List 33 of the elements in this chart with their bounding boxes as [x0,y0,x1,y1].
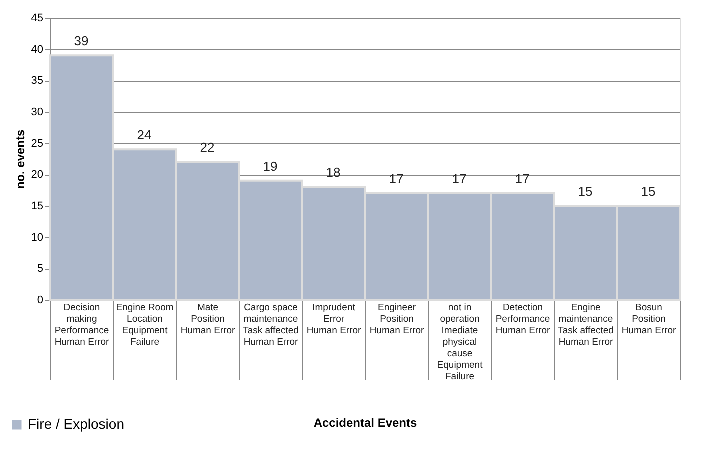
data-label: 15 [578,184,593,199]
x-tick-label: Engine maintenance Task affected Human Error [558,302,614,348]
x-tick-label: Engine Room Location Equipment Failure [116,302,174,348]
x-tick-label: Engineer Position Human Error [370,302,424,336]
x-tick-label: Detection Performance Human Error [496,302,550,336]
y-tick-label: 35 [31,75,44,88]
y-tick-label: 5 [37,263,44,276]
data-label: 39 [74,34,89,49]
y-tick-label: 15 [31,200,44,212]
x-tick-label: Imprudent Error Human Error [306,302,362,336]
x-tick-label: Mate Position Human Error [180,302,236,336]
x-tick-label: not in operation Imediate physical cause Equipment Failure [437,302,484,382]
y-tick-label: 30 [31,106,44,118]
y-tick-label: 20 [31,169,44,182]
y-axis-title: no. events [13,130,28,190]
data-label: 24 [137,128,152,143]
y-tick-label: 25 [31,138,44,150]
x-axis-title: Accidental Events [314,416,418,430]
data-label: 22 [200,140,215,156]
legend-label: Fire / Explosion [28,416,124,432]
y-tick-label: 0 [37,294,44,306]
data-label: 18 [326,165,341,180]
y-tick-label: 45 [31,12,44,24]
data-label: 15 [641,184,656,199]
y-tick-label: 40 [31,44,44,56]
data-label: 17 [515,171,530,186]
x-tick-label: Bosun Position Human Error [622,302,676,336]
data-label: 19 [263,158,278,174]
data-label: 17 [389,171,404,186]
y-tick-label: 10 [31,232,44,244]
x-tick-label: Decision making Performance Human Error [54,302,110,348]
data-label: 17 [452,171,467,186]
x-tick-label: Cargo space maintenance Task affected Human Error [243,302,299,348]
